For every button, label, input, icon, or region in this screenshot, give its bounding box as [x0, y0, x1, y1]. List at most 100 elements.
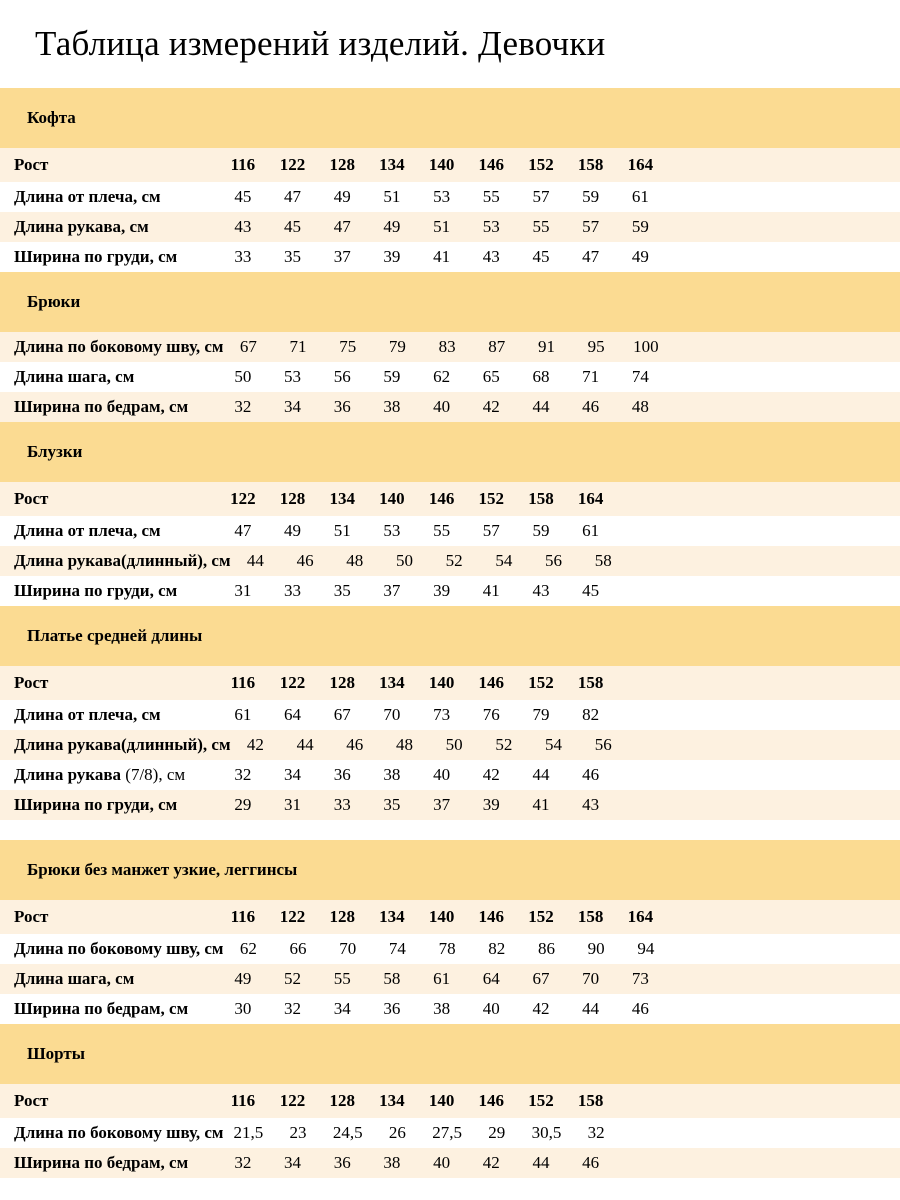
table-row: Длина по боковому шву, см 67 71 75 79 83 87 91 9… — [0, 332, 900, 362]
table-row: Ширина по груди, см 33 35 37 39 41 43 45 47 49 — [0, 242, 900, 272]
value-cell: 21,5 — [233, 1123, 264, 1142]
value-cell: 38 — [383, 1153, 401, 1172]
value-cell: 30 — [234, 999, 252, 1018]
measurement-section-0: Кофта Рост 116 122 128 134 140 146 152 158 164 Длин… — [0, 88, 900, 272]
section-title: Шорты — [27, 1044, 86, 1063]
value-cell: 31 — [284, 795, 302, 814]
value-cell: 116 — [230, 673, 256, 692]
value-cell: 62 — [433, 367, 451, 386]
value-cell: 59 — [532, 521, 550, 540]
value-cell: 52 — [284, 969, 302, 988]
value-cell: 122 — [279, 673, 306, 692]
value-cell: 116 — [230, 1091, 256, 1110]
row-label: Длина по боковому шву, см — [14, 337, 224, 356]
table-row: Длина по боковому шву, см 62 66 70 74 78 82 86 9… — [0, 934, 900, 964]
value-cell: 75 — [339, 337, 357, 356]
section-title: Брюки без манжет узкие, леггинсы — [27, 860, 298, 879]
table-row: Рост 116 122 128 134 140 146 152 158 164 — [0, 148, 900, 182]
value-cell: 44 — [532, 397, 550, 416]
row-label: Рост — [14, 489, 49, 508]
row-label: Длина рукава (7/8), см — [14, 765, 186, 784]
value-cell: 67 — [239, 337, 257, 356]
row-label: Длина от плеча, см — [14, 705, 161, 724]
value-cell: 152 — [528, 1091, 554, 1110]
value-cell: 42 — [482, 397, 500, 416]
value-cell: 37 — [333, 247, 351, 266]
value-cell: 49 — [284, 521, 302, 540]
table-row: Длина от плеча, см 47 49 51 53 55 57 59 61 — [0, 516, 900, 546]
value-cell: 49 — [383, 217, 401, 236]
measurement-section-1: Брюки Длина по боковому шву, см 67 71 75 79 83… — [0, 272, 900, 422]
value-cell: 56 — [333, 367, 351, 386]
value-cell: 128 — [329, 155, 355, 174]
value-cell: 46 — [296, 551, 314, 570]
value-cell: 59 — [383, 367, 401, 386]
value-cell: 64 — [482, 969, 500, 988]
value-cell: 67 — [333, 705, 351, 724]
value-cell: 74 — [631, 367, 649, 386]
row-label: Ширина по бедрам, см — [14, 999, 189, 1018]
value-cell: 134 — [379, 673, 405, 692]
value-cell: 128 — [329, 1091, 355, 1110]
value-cell: 41 — [532, 795, 550, 814]
value-cell: 146 — [478, 1091, 505, 1110]
section-title: Блузки — [27, 442, 83, 461]
value-cell: 35 — [284, 247, 302, 266]
value-cell: 32 — [234, 397, 252, 416]
measurement-section-5: Шорты Рост 116 122 128 134 140 146 152 158 Длина п… — [0, 1024, 900, 1178]
value-cell: 35 — [333, 581, 351, 600]
value-cell: 37 — [433, 795, 451, 814]
section-title: Кофта — [27, 108, 76, 127]
value-cell: 50 — [445, 735, 463, 754]
row-label: Длина по боковому шву, см — [14, 1123, 224, 1142]
row-label: Ширина по груди, см — [14, 795, 178, 814]
value-cell: 44 — [246, 551, 264, 570]
value-cell: 71 — [582, 367, 600, 386]
value-cell: 61 — [582, 521, 600, 540]
value-cell: 33 — [333, 795, 351, 814]
value-cell: 95 — [587, 337, 605, 356]
value-cell: 39 — [482, 795, 500, 814]
value-cell: 49 — [333, 187, 351, 206]
value-cell: 64 — [284, 705, 302, 724]
value-cell: 46 — [631, 999, 649, 1018]
value-cell: 152 — [528, 907, 554, 926]
value-cell: 134 — [379, 907, 405, 926]
value-cell: 49 — [234, 969, 252, 988]
value-cell: 43 — [582, 795, 600, 814]
value-cell: 30,5 — [531, 1123, 562, 1142]
row-label: Рост — [14, 1091, 49, 1110]
value-cell: 158 — [577, 673, 604, 692]
value-cell: 45 — [234, 187, 252, 206]
sections: Кофта Рост 116 122 128 134 140 146 152 158 164 Длин… — [0, 88, 900, 1178]
section-header: Платье средней длины — [0, 606, 900, 666]
value-cell: 53 — [482, 217, 500, 236]
table-row: Длина от плеча, см 45 47 49 51 53 55 57 59 61 — [0, 182, 900, 212]
value-cell: 78 — [438, 939, 456, 958]
page-title: Таблица измерений изделий. Девочки — [35, 24, 606, 63]
value-cell: 35 — [383, 795, 401, 814]
value-cell: 55 — [333, 969, 351, 988]
value-cell: 57 — [482, 521, 500, 540]
value-cell: 70 — [339, 939, 357, 958]
row-label: Длина от плеча, см — [14, 521, 161, 540]
value-cell: 51 — [333, 521, 351, 540]
value-cell: 83 — [438, 337, 456, 356]
value-cell: 116 — [230, 155, 256, 174]
value-cell: 40 — [433, 1153, 451, 1172]
value-cell: 29 — [488, 1123, 506, 1142]
value-cell: 70 — [383, 705, 401, 724]
value-cell: 146 — [428, 489, 455, 508]
value-cell: 31 — [234, 581, 252, 600]
value-cell: 152 — [528, 673, 554, 692]
section-header: Брюки без манжет узкие, леггинсы — [0, 840, 900, 900]
value-cell: 46 — [582, 765, 600, 784]
value-cell: 34 — [284, 397, 302, 416]
value-cell: 128 — [329, 673, 355, 692]
value-cell: 47 — [234, 521, 252, 540]
value-cell: 42 — [246, 735, 264, 754]
value-cell: 50 — [234, 367, 252, 386]
value-cell: 45 — [582, 581, 600, 600]
value-cell: 40 — [482, 999, 500, 1018]
value-cell: 34 — [284, 765, 302, 784]
